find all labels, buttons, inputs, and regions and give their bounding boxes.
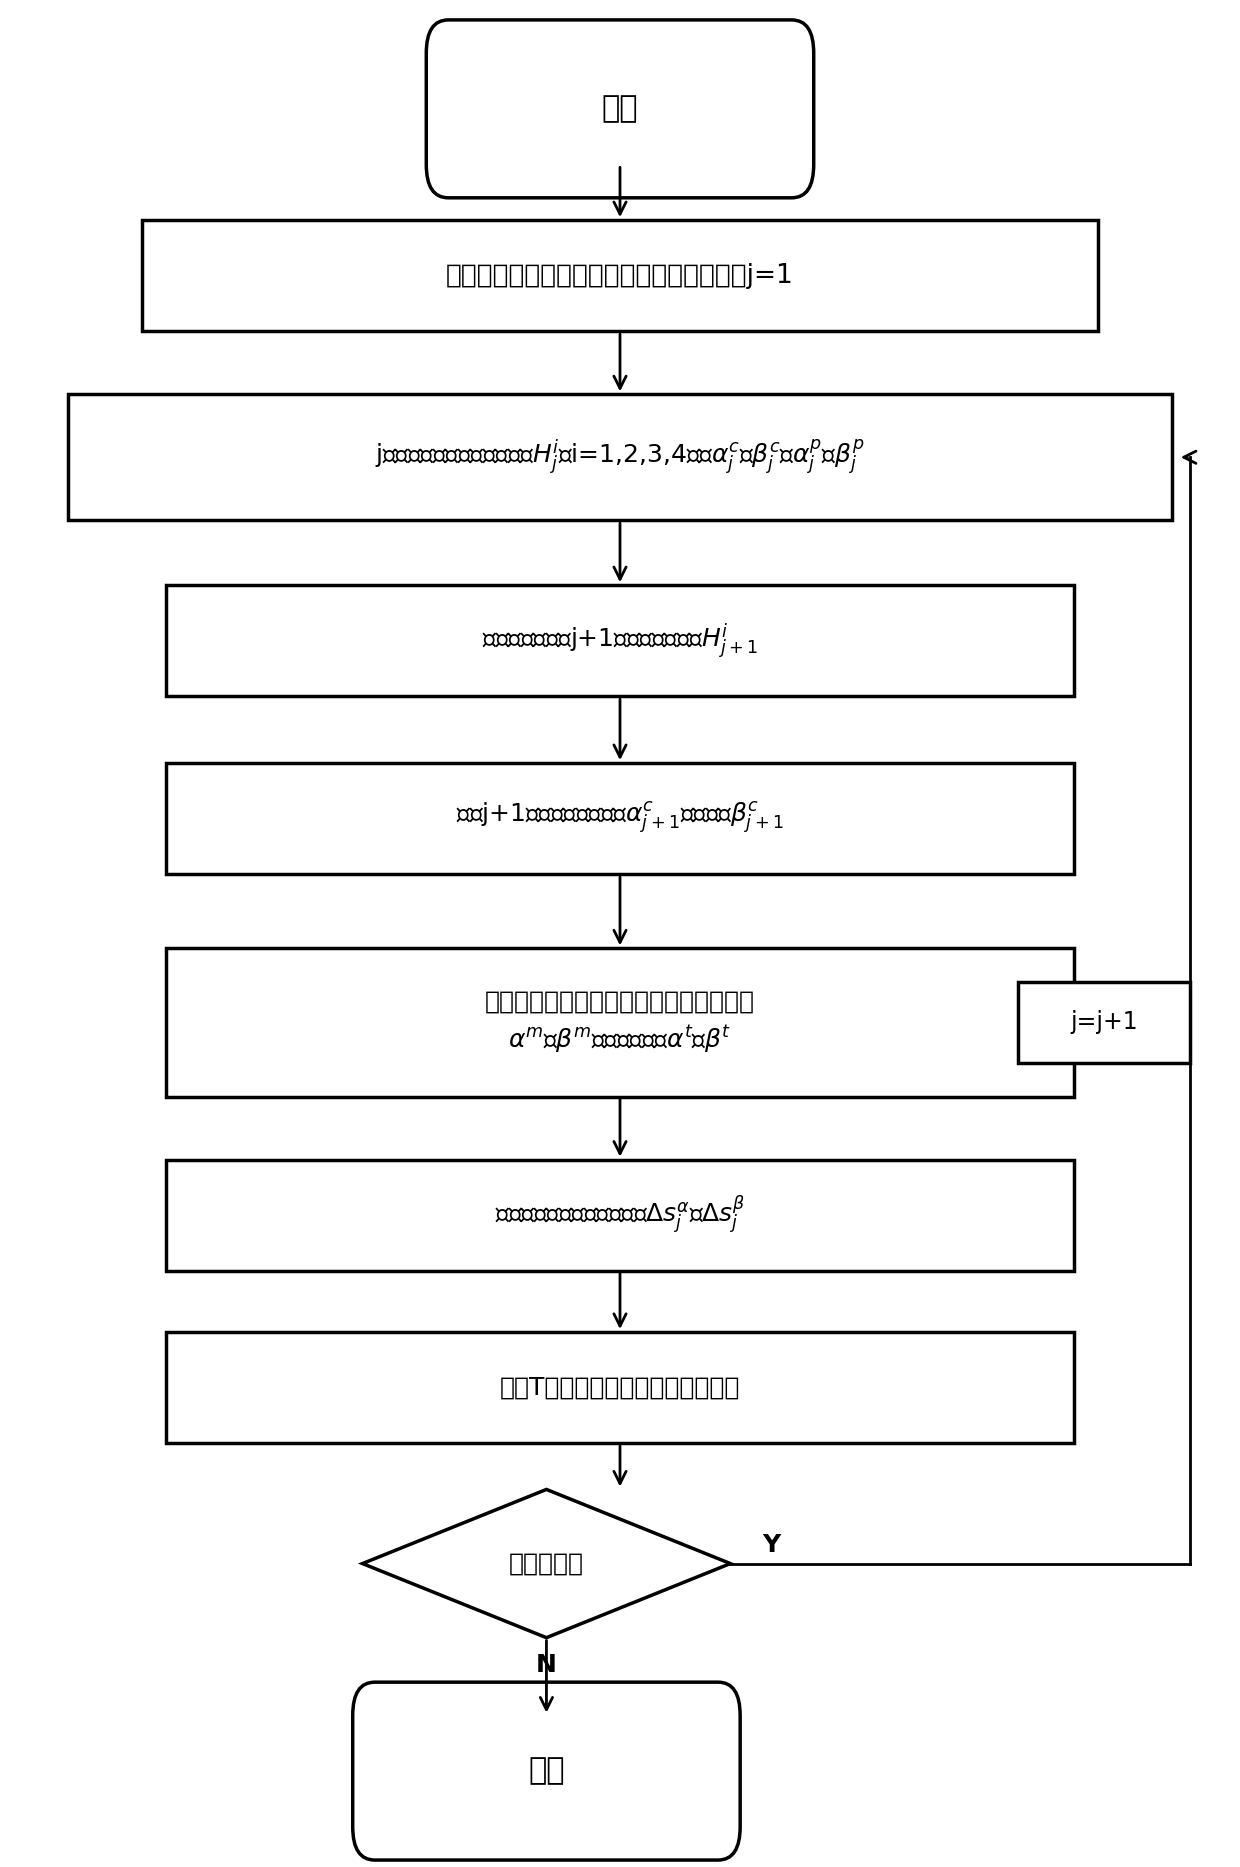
Bar (166, 948, 1074, 1096)
Text: 计算调整机构的位移调整量$\Delta s^{\alpha}_j$、$\Delta s^{\beta}_j$: 计算调整机构的位移调整量$\Delta s^{\alpha}_j$、$\Delt… (495, 1193, 745, 1236)
Text: 系统初始化，设定参数，调整平台至水平，j=1: 系统初始化，设定参数，调整平台至水平，j=1 (446, 263, 794, 289)
Text: 继续调平？: 继续调平？ (508, 1551, 584, 1576)
Text: 计算出平台俰仰角、侧倾角的理论调整量
$\alpha^m$、$\beta^m$，实际调整量$\alpha^t$、$\beta^t$: 计算出平台俰仰角、侧倾角的理论调整量 $\alpha^m$、$\beta^m$，… (485, 990, 755, 1055)
Bar (68, 394, 1172, 521)
Polygon shape (362, 1490, 730, 1637)
Text: j时刻，记录各个传感器读数$H^i_j$（i=1,2,3,4）、$\alpha^c_j$、$\beta^c_j$、$\alpha^p_j$、$\beta^p_j: j时刻，记录各个传感器读数$H^i_j$（i=1,2,3,4）、$\alpha^… (376, 437, 864, 478)
Bar (166, 764, 1074, 874)
Text: Y: Y (763, 1533, 780, 1557)
Bar (166, 584, 1074, 696)
Text: 结束: 结束 (528, 1757, 564, 1785)
FancyBboxPatch shape (427, 21, 813, 198)
Text: 计算各轮中心在j+1时刻的相对高度$H^i_{j+1}$: 计算各轮中心在j+1时刻的相对高度$H^i_{j+1}$ (482, 620, 758, 661)
Text: 周期T内两个调整机构完成调整动作: 周期T内两个调整机构完成调整动作 (500, 1376, 740, 1400)
Bar (1018, 982, 1190, 1062)
Text: 开始: 开始 (601, 95, 639, 123)
Bar (166, 1331, 1074, 1443)
Text: N: N (536, 1652, 557, 1677)
Bar (166, 1159, 1074, 1271)
Bar (141, 220, 1099, 330)
FancyBboxPatch shape (352, 1682, 740, 1860)
Text: 计算j+1时刻车身的俰仰角$\alpha^c_{j+1}$和侧倾角$\beta^c_{j+1}$: 计算j+1时刻车身的俰仰角$\alpha^c_{j+1}$和侧倾角$\beta^… (456, 801, 784, 836)
Text: j=j+1: j=j+1 (1070, 1010, 1138, 1034)
